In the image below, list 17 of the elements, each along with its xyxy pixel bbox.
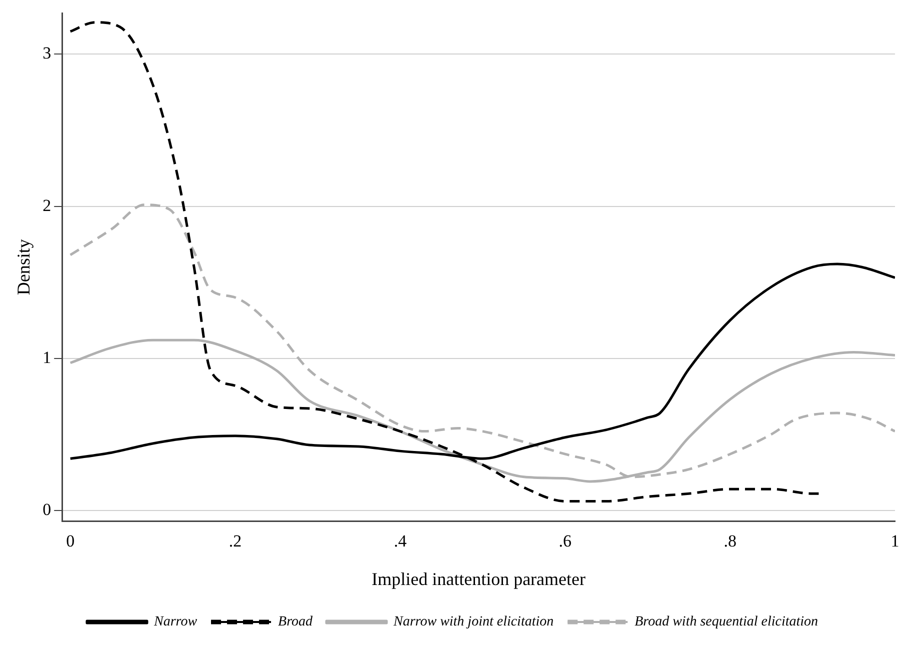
y-tick-label: 2 <box>42 196 52 215</box>
legend-label: Narrow with joint elicitation <box>392 614 554 630</box>
legend-label: Broad <box>278 614 314 630</box>
y-tick-label: 1 <box>42 348 52 367</box>
legend-label: Narrow <box>152 614 198 630</box>
line-series <box>69 204 895 478</box>
y-axis-title: Density <box>14 239 34 296</box>
x-axis-title: Implied inattention parameter <box>372 568 586 589</box>
x-tick-label: .2 <box>228 532 242 551</box>
x-tick-label: .4 <box>394 532 408 551</box>
x-tick-label: .8 <box>724 532 736 551</box>
x-tick-label: 0 <box>66 532 75 551</box>
y-tick-label: 0 <box>42 500 52 519</box>
x-tick-label: 1 <box>890 532 900 551</box>
x-tick-label: .6 <box>558 532 572 551</box>
legend-label: Broad with sequential elicitation <box>634 614 818 630</box>
y-tick-label: 3 <box>42 44 52 63</box>
